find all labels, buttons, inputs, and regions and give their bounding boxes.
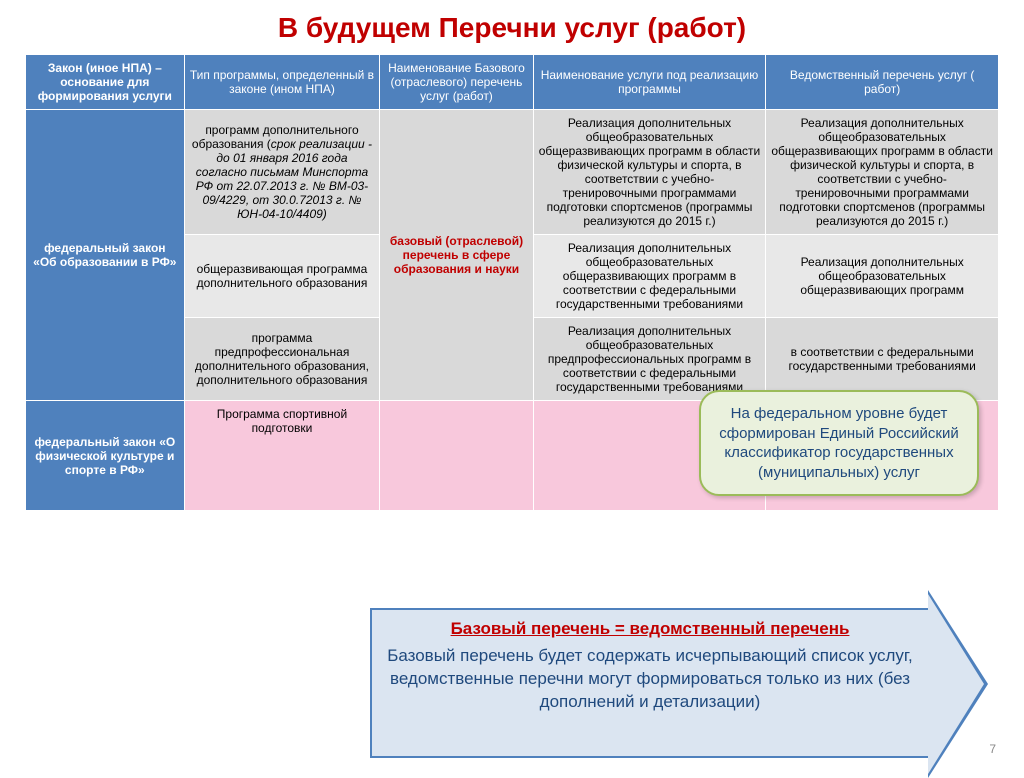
page-number: 7: [989, 742, 996, 756]
vedom-cell: Реализация дополнительных общеобразовате…: [766, 110, 999, 235]
service-cell: Реализация дополнительных общеобразовате…: [533, 318, 766, 401]
vedom-cell: Реализация дополнительных общеобразовате…: [766, 235, 999, 318]
bubble-text: На федеральном уровне будет сформирован …: [719, 405, 959, 481]
arrow-callout: Базовый перечень = ведомственный перечен…: [370, 608, 990, 758]
vedom-cell: в соответствии с федеральными государств…: [766, 318, 999, 401]
law-sport: федеральный закон «О физической культуре…: [26, 401, 185, 511]
header-base: Наименование Базового (отраслевого) пере…: [380, 55, 533, 110]
program-cell: программа предпрофессиональная дополните…: [184, 318, 380, 401]
page-title: В будущем Перечни услуг (работ): [25, 12, 999, 44]
arrow-title: Базовый перечень = ведомственный перечен…: [384, 618, 916, 641]
table-row: федеральный закон «Об образовании в РФ» …: [26, 110, 999, 235]
law-education: федеральный закон «Об образовании в РФ»: [26, 110, 185, 401]
arrow-head-inner-icon: [928, 594, 984, 774]
arrow-text: Базовый перечень будет содержать исчерпы…: [387, 646, 913, 711]
header-program: Тип программы, определенный в законе (ин…: [184, 55, 380, 110]
header-vedom: Ведомственный перечень услуг ( работ): [766, 55, 999, 110]
base-cell: [380, 401, 533, 511]
header-row: Закон (иное НПА) – основание для формиро…: [26, 55, 999, 110]
program-cell: общеразвивающая программа дополнительног…: [184, 235, 380, 318]
service-cell: Реализация дополнительных общеобразовате…: [533, 235, 766, 318]
arrow-body: Базовый перечень = ведомственный перечен…: [370, 608, 930, 758]
header-law: Закон (иное НПА) – основание для формиро…: [26, 55, 185, 110]
callout-bubble: На федеральном уровне будет сформирован …: [699, 390, 979, 496]
header-service: Наименование услуги под реализацию прогр…: [533, 55, 766, 110]
program-cell: программ дополнительного образования (ср…: [184, 110, 380, 235]
service-cell: Реализация дополнительных общеобразовате…: [533, 110, 766, 235]
base-list: базовый (отраслевой) перечень в сфере об…: [380, 110, 533, 401]
program-cell: Программа спортивной подготовки: [184, 401, 380, 511]
